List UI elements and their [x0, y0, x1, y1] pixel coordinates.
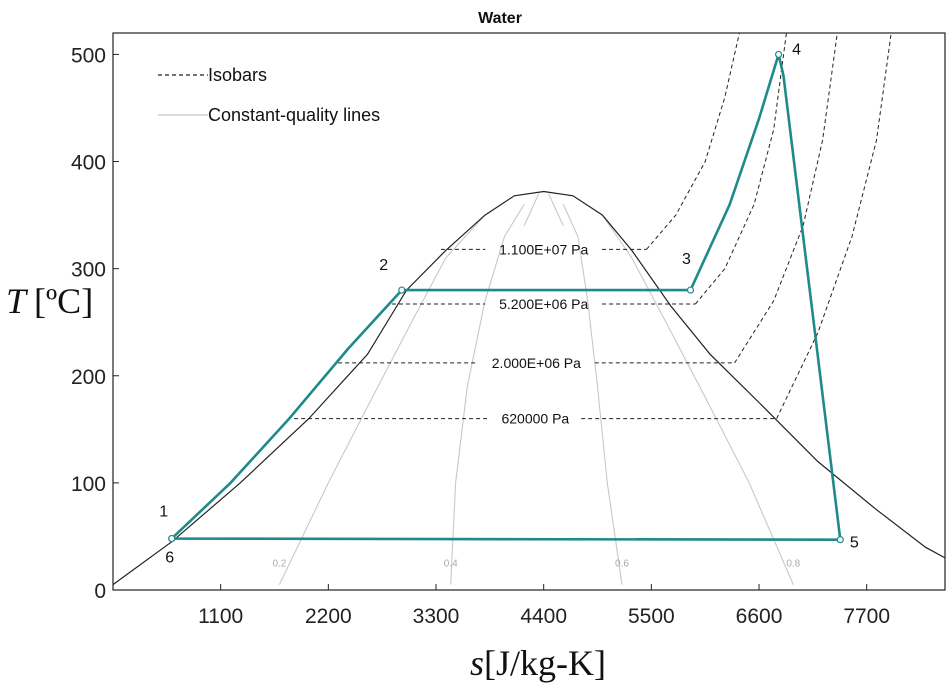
x-tick-label: 3300: [413, 605, 460, 628]
legend: Isobars Constant-quality lines: [158, 65, 380, 125]
x-axis-ticks: 1100 2200 3300 4400 5500 6600 7700: [198, 584, 890, 628]
state-point-label: 1: [159, 504, 168, 521]
plot-area: 0.2 0.4 0.6 0.8 1.100E+07 Pa 5.200E+06 Pa 2.0…: [112, 32, 946, 591]
legend-quality-label: Constant-quality lines: [208, 105, 380, 125]
x-axis-label-var: s: [470, 643, 484, 683]
state-point-marker: [168, 534, 176, 543]
y-tick-label: 0: [94, 580, 106, 603]
x-tick-label: 4400: [520, 605, 567, 628]
y-axis-label: T [ºC]: [6, 281, 93, 321]
x-axis-label-unit: [J/kg-K]: [484, 643, 606, 683]
y-tick-label: 100: [71, 473, 106, 496]
quality-line-label: 0.2: [272, 559, 286, 570]
legend-isobars-label: Isobars: [208, 65, 267, 85]
state-points: 1 2 3 4 5 6: [159, 41, 859, 566]
state-point-label: 6: [165, 550, 174, 567]
y-tick-label: 500: [71, 44, 106, 67]
x-tick-label: 2200: [305, 605, 352, 628]
saturation-dome: [112, 190, 946, 586]
isobar-label: 620000 Pa: [501, 411, 569, 427]
quality-line-label: 0.6: [615, 559, 629, 570]
quality-line: [523, 193, 540, 227]
cycle-path: [170, 53, 842, 541]
y-axis-label-var: T: [6, 281, 29, 321]
quality-line: [562, 204, 623, 585]
y-axis-label-unit: [ºC]: [34, 281, 93, 321]
state-point-label: 4: [792, 41, 801, 58]
isobar-superheat: [734, 32, 838, 364]
state-point-marker: [398, 286, 406, 294]
isobar-label: 5.200E+06 Pa: [499, 296, 588, 312]
state-point-marker: [774, 50, 783, 59]
x-tick-label: 7700: [843, 605, 890, 628]
isobar-label: 1.100E+07 Pa: [499, 241, 588, 257]
isobar-superheat: [695, 32, 787, 305]
y-tick-label: 400: [71, 152, 106, 175]
isobar-superheat: [646, 32, 740, 250]
quality-line: [601, 214, 794, 585]
state-point-label: 3: [682, 251, 691, 268]
plot-frame: [112, 32, 946, 591]
isobars: 1.100E+07 Pa 5.200E+06 Pa 2.000E+06 Pa 6200…: [294, 32, 892, 427]
y-tick-label: 200: [71, 366, 106, 389]
quality-line: [278, 214, 486, 585]
state-point-marker: [836, 536, 844, 544]
quality-line-label: 0.4: [444, 559, 458, 570]
cycle: [170, 53, 842, 541]
quality-line-label: 0.8: [786, 559, 800, 570]
x-tick-label: 5500: [628, 605, 675, 628]
state-point-label: 5: [850, 535, 859, 552]
isobar-label: 2.000E+06 Pa: [492, 355, 581, 371]
quality-lines: 0.2 0.4 0.6 0.8: [272, 193, 801, 585]
y-tick-label: 300: [71, 259, 106, 282]
saturation-dome-curve: [112, 190, 946, 586]
quality-line: [450, 204, 525, 585]
x-tick-label: 6600: [736, 605, 783, 628]
state-point-label: 2: [379, 257, 388, 274]
quality-line: [548, 193, 564, 227]
x-tick-label: 1100: [198, 605, 243, 628]
y-axis-ticks: 0 100 200 300 400 500: [71, 44, 119, 603]
state-point-marker: [686, 286, 695, 294]
chart-title: Water: [478, 10, 522, 27]
x-axis-label: s[J/kg-K]: [470, 643, 606, 683]
isobar-superheat: [776, 32, 892, 419]
